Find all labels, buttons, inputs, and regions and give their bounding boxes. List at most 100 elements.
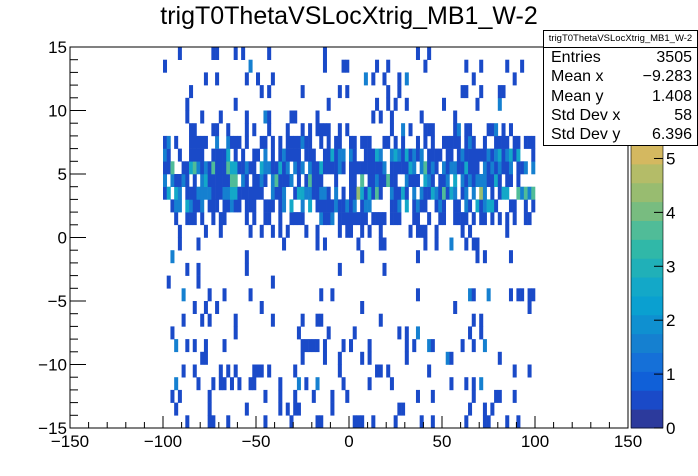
histogram-bin <box>378 313 383 327</box>
histogram-bin <box>244 161 249 175</box>
histogram-bin <box>531 148 536 162</box>
histogram-bin <box>270 313 275 327</box>
histogram-bin <box>177 148 182 162</box>
histogram-bin <box>315 377 320 391</box>
histogram-bin <box>386 364 391 378</box>
histogram-bin <box>218 148 223 162</box>
y-tick-label: −15 <box>38 419 67 438</box>
histogram-bin <box>378 161 383 175</box>
histogram-bin <box>497 351 502 365</box>
histogram-bin <box>196 186 201 200</box>
histogram-bin <box>177 389 182 403</box>
histogram-bin <box>531 135 536 149</box>
histogram-bin <box>192 174 197 187</box>
histogram-bin <box>412 212 417 226</box>
stats-row-mean-x: Mean x −9.283 <box>551 68 692 86</box>
histogram-bin <box>308 339 313 353</box>
histogram-bin <box>460 339 465 353</box>
histogram-bin <box>222 174 227 187</box>
histogram-bin <box>475 199 480 213</box>
histogram-bin <box>222 339 227 353</box>
histogram-bin <box>315 199 320 213</box>
histogram-bin <box>352 326 357 340</box>
histogram-bin <box>486 174 491 187</box>
histogram-bin <box>337 364 342 378</box>
histogram-bin <box>408 224 413 238</box>
histogram-bin <box>430 161 435 175</box>
histogram-bin <box>363 186 368 200</box>
histogram-bin <box>423 174 428 187</box>
histogram-bin <box>181 161 186 175</box>
histogram-bin <box>505 148 510 162</box>
histogram-bin <box>371 72 376 86</box>
histogram-bin <box>371 110 376 124</box>
histogram-bin <box>293 389 298 403</box>
histogram-bin <box>497 85 502 99</box>
x-tick-label: −100 <box>144 432 182 451</box>
histogram-bin <box>203 301 208 314</box>
histogram-bin <box>300 135 305 149</box>
histogram-bin <box>211 377 216 391</box>
histogram-bin <box>270 224 275 238</box>
histogram-bin <box>360 250 365 264</box>
histogram-bins <box>163 47 536 429</box>
histogram-bin <box>389 377 394 391</box>
histogram-bin <box>304 174 309 187</box>
histogram-bin <box>497 212 502 226</box>
histogram-bin <box>464 135 469 149</box>
histogram-bin <box>330 199 335 213</box>
histogram-bin <box>189 186 194 200</box>
histogram-bin <box>482 402 487 416</box>
histogram-bin <box>248 59 253 73</box>
histogram-bin <box>471 389 476 403</box>
histogram-bin <box>341 212 346 226</box>
histogram-bin <box>438 199 443 213</box>
histogram-bin <box>464 59 469 73</box>
histogram-bin <box>505 174 510 187</box>
histogram-bin <box>445 161 450 175</box>
histogram-bin <box>531 288 536 302</box>
histogram-bin <box>378 224 383 238</box>
histogram-bin <box>315 237 320 251</box>
histogram-bin <box>490 161 495 175</box>
histogram-bin <box>319 288 324 302</box>
histogram-bin <box>211 212 216 226</box>
histogram-bin <box>415 224 420 238</box>
histogram-bin <box>531 161 536 175</box>
histogram-bin <box>308 161 313 175</box>
stats-row-stddev-y: Std Dev y 6.396 <box>551 126 692 144</box>
histogram-bin <box>308 186 313 200</box>
histogram-bin <box>207 174 212 187</box>
histogram-bin <box>296 186 301 200</box>
y-tick-label: −5 <box>48 292 67 311</box>
histogram-bin <box>438 186 443 200</box>
histogram-bin <box>300 161 305 175</box>
histogram-bin <box>215 72 220 86</box>
histogram-bin <box>393 415 398 429</box>
histogram-bin <box>482 161 487 175</box>
histogram-bin <box>389 174 394 187</box>
histogram-bin <box>337 148 342 162</box>
histogram-bin <box>505 161 510 175</box>
histogram-bin <box>371 174 376 187</box>
histogram-bin <box>322 123 327 137</box>
histogram-bin <box>192 364 197 378</box>
histogram-bin <box>334 186 339 200</box>
histogram-bin <box>322 351 327 365</box>
histogram-bin <box>241 161 246 175</box>
histogram-bin <box>367 161 372 175</box>
histogram-bin <box>393 161 398 175</box>
histogram-bin <box>494 148 499 162</box>
histogram-bin <box>189 123 194 137</box>
histogram-bin <box>248 199 253 213</box>
histogram-bin <box>203 351 208 365</box>
histogram-bin <box>531 186 536 200</box>
histogram-bin <box>319 186 324 200</box>
histogram-bin <box>375 59 380 73</box>
histogram-bin <box>345 85 350 99</box>
histogram-bin <box>479 59 484 73</box>
histogram-bin <box>490 186 495 200</box>
histogram-bin <box>393 174 398 187</box>
histogram-bin <box>508 250 513 264</box>
histogram-bin <box>453 161 458 175</box>
